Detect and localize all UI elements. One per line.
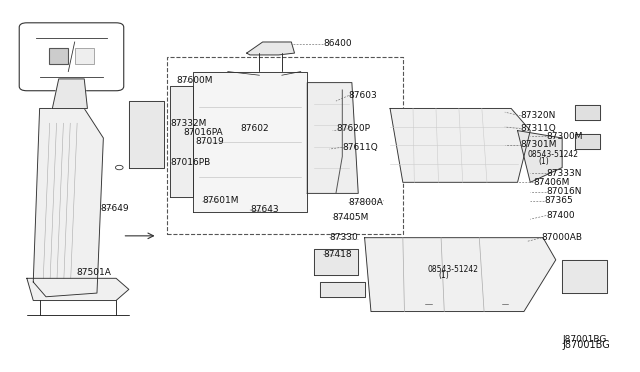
Text: 87600M: 87600M (177, 76, 213, 85)
Text: (1): (1) (438, 271, 449, 280)
Text: 87333N: 87333N (546, 169, 582, 177)
Text: 87800A: 87800A (349, 198, 383, 207)
Text: 87016PA: 87016PA (183, 128, 223, 137)
Text: 87601M: 87601M (202, 196, 239, 205)
Polygon shape (193, 71, 307, 212)
Text: 87649: 87649 (100, 203, 129, 213)
Bar (75, 48, 94, 64)
Polygon shape (307, 83, 358, 193)
Text: 87019: 87019 (196, 137, 225, 146)
FancyBboxPatch shape (167, 57, 403, 234)
Polygon shape (562, 260, 607, 293)
Text: J87001BG: J87001BG (562, 340, 610, 350)
Polygon shape (246, 42, 294, 55)
Polygon shape (320, 282, 365, 297)
Text: J87001BG: J87001BG (562, 335, 607, 344)
Text: 87016PB: 87016PB (170, 157, 211, 167)
Text: 87365: 87365 (544, 196, 573, 205)
Text: (1): (1) (539, 157, 549, 166)
Polygon shape (314, 249, 358, 275)
Text: 87501A: 87501A (77, 268, 111, 277)
Polygon shape (170, 86, 193, 197)
Text: 87000AB: 87000AB (541, 233, 583, 242)
Text: 87332M: 87332M (170, 119, 207, 128)
Polygon shape (33, 109, 103, 297)
Text: 87400: 87400 (546, 211, 575, 220)
Bar (49, 48, 68, 64)
Text: 87330: 87330 (330, 233, 358, 242)
Text: 87311Q: 87311Q (521, 124, 556, 133)
Text: 87301M: 87301M (521, 140, 557, 149)
Text: 87405M: 87405M (333, 213, 369, 222)
Text: 87611Q: 87611Q (342, 143, 378, 152)
Text: 87620P: 87620P (336, 124, 370, 133)
Polygon shape (52, 79, 88, 109)
Text: 87603: 87603 (349, 91, 378, 100)
Polygon shape (129, 101, 164, 167)
FancyBboxPatch shape (19, 23, 124, 91)
Text: 87300M: 87300M (546, 132, 582, 141)
Text: 86400: 86400 (323, 39, 352, 48)
Text: 87320N: 87320N (521, 111, 556, 121)
Polygon shape (365, 238, 556, 311)
Text: 87602: 87602 (241, 124, 269, 133)
Text: 87643: 87643 (250, 205, 278, 215)
Text: 87016N: 87016N (546, 187, 582, 196)
Text: 08543-51242: 08543-51242 (527, 150, 578, 159)
Text: 87418: 87418 (323, 250, 352, 259)
Polygon shape (27, 278, 129, 301)
Polygon shape (390, 109, 531, 182)
Polygon shape (518, 131, 562, 182)
Text: 08543-51242: 08543-51242 (427, 264, 478, 273)
Polygon shape (575, 105, 600, 119)
Polygon shape (575, 134, 600, 149)
Text: 87406M: 87406M (534, 178, 570, 187)
